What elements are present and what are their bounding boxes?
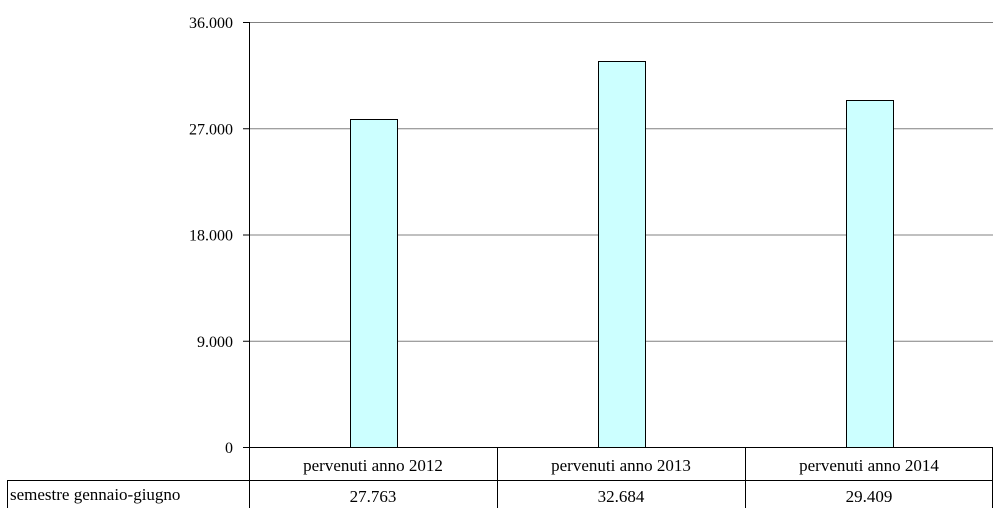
y-tick-labels: 0 9.000 18.000 27.000 36.000 (189, 15, 233, 457)
y-tick-label: 0 (225, 440, 233, 457)
series-row-label: semestre gennaio-giugno (10, 485, 180, 504)
y-tick-label: 18.000 (189, 228, 233, 245)
bar (350, 119, 398, 448)
data-value-label: 32.684 (598, 487, 645, 506)
y-tick-label: 36.000 (189, 15, 233, 32)
bar (846, 100, 894, 448)
category-label: pervenuti anno 2013 (551, 456, 691, 475)
bar (598, 61, 646, 448)
y-tick-label: 27.000 (189, 121, 233, 138)
category-label: pervenuti anno 2014 (799, 456, 939, 475)
data-value-label: 29.409 (846, 487, 893, 506)
category-label: pervenuti anno 2012 (303, 456, 443, 475)
axes (243, 22, 993, 508)
y-tick-label: 9.000 (197, 334, 233, 351)
data-table: pervenuti anno 2012 pervenuti anno 2013 pe… (7, 447, 993, 508)
bars (350, 61, 894, 448)
data-value-label: 27.763 (350, 487, 397, 506)
